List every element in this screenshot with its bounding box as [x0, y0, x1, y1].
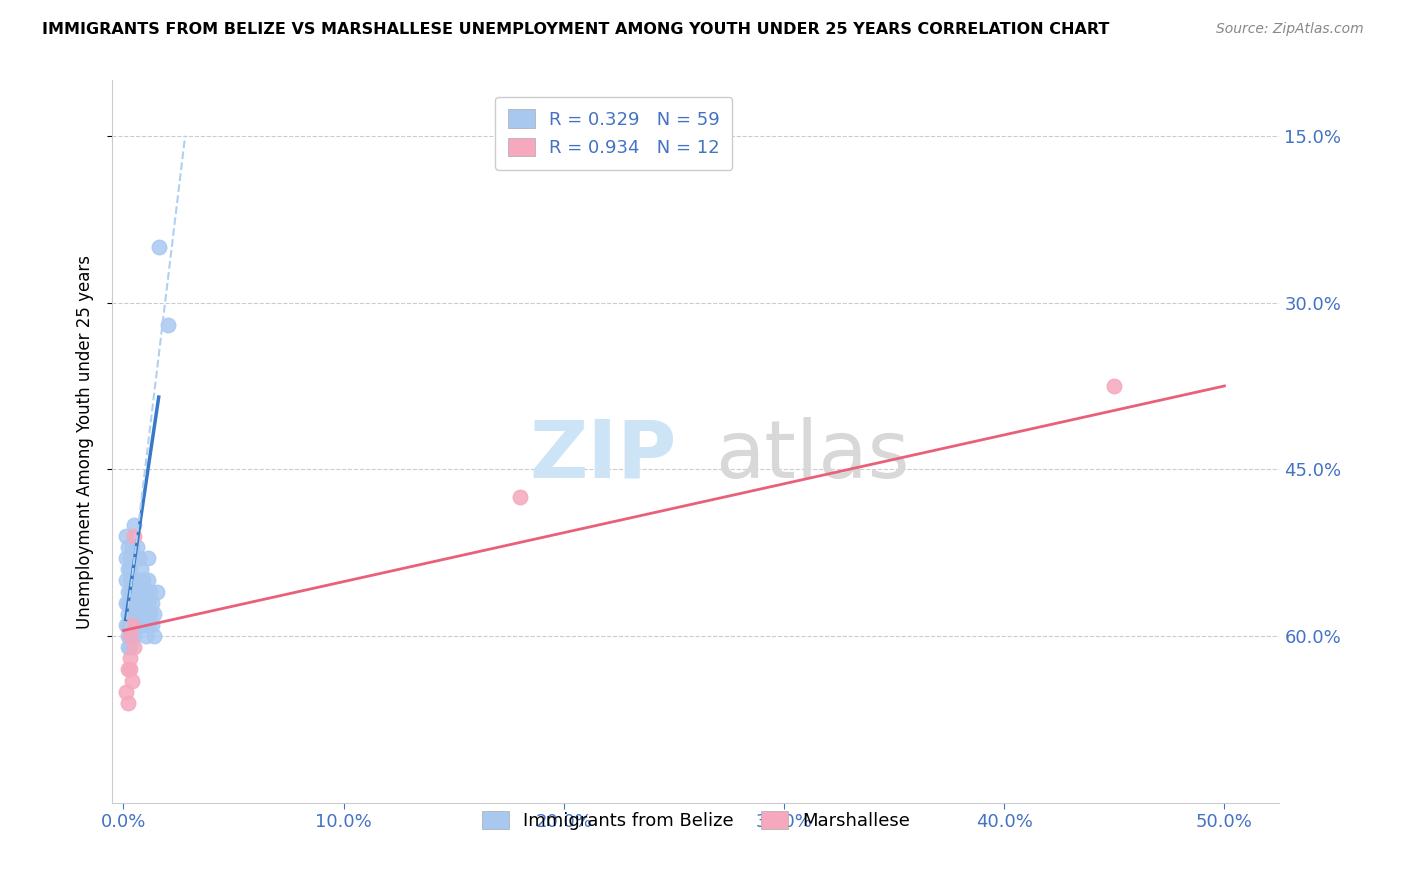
- Legend: Immigrants from Belize, Marshallese: Immigrants from Belize, Marshallese: [474, 804, 918, 837]
- Point: [120, 584, 142, 599]
- Point: [121, 618, 143, 632]
- Point: [117, 662, 139, 676]
- Point: [121, 629, 143, 643]
- Point: [117, 618, 139, 632]
- Point: [124, 551, 146, 566]
- Point: [509, 490, 531, 504]
- Point: [124, 596, 146, 610]
- Point: [125, 618, 148, 632]
- Point: [125, 584, 148, 599]
- Point: [128, 596, 150, 610]
- Point: [129, 584, 152, 599]
- Point: [114, 574, 136, 588]
- Point: [117, 640, 139, 655]
- Point: [121, 618, 143, 632]
- Point: [136, 551, 159, 566]
- Point: [148, 240, 170, 254]
- Point: [120, 640, 142, 655]
- Point: [125, 540, 148, 554]
- Point: [120, 574, 142, 588]
- Point: [134, 607, 156, 621]
- Point: [124, 574, 146, 588]
- Point: [117, 584, 139, 599]
- Point: [117, 540, 139, 554]
- Point: [139, 584, 162, 599]
- Point: [117, 607, 139, 621]
- Point: [134, 629, 156, 643]
- Point: [114, 529, 136, 543]
- Point: [1104, 379, 1126, 393]
- Point: [121, 584, 143, 599]
- Point: [134, 584, 156, 599]
- Point: [145, 584, 167, 599]
- Point: [132, 574, 155, 588]
- Point: [141, 618, 163, 632]
- Point: [117, 596, 139, 610]
- Text: Source: ZipAtlas.com: Source: ZipAtlas.com: [1216, 22, 1364, 37]
- Point: [136, 574, 159, 588]
- Point: [114, 684, 136, 698]
- Point: [120, 551, 142, 566]
- Point: [141, 596, 163, 610]
- Point: [129, 607, 152, 621]
- Point: [143, 607, 166, 621]
- Point: [114, 618, 136, 632]
- Point: [132, 596, 155, 610]
- Point: [121, 607, 143, 621]
- Point: [117, 629, 139, 643]
- Point: [143, 629, 166, 643]
- Point: [120, 618, 142, 632]
- Point: [124, 640, 146, 655]
- Point: [121, 540, 143, 554]
- Point: [124, 529, 146, 543]
- Point: [128, 574, 150, 588]
- Point: [120, 596, 142, 610]
- Text: atlas: atlas: [716, 417, 910, 495]
- Point: [117, 696, 139, 710]
- Point: [124, 517, 146, 532]
- Point: [136, 596, 159, 610]
- Point: [136, 618, 159, 632]
- Y-axis label: Unemployment Among Youth under 25 years: Unemployment Among Youth under 25 years: [76, 254, 94, 629]
- Point: [128, 551, 150, 566]
- Text: IMMIGRANTS FROM BELIZE VS MARSHALLESE UNEMPLOYMENT AMONG YOUTH UNDER 25 YEARS CO: IMMIGRANTS FROM BELIZE VS MARSHALLESE UN…: [42, 22, 1109, 37]
- Point: [129, 562, 152, 576]
- Point: [121, 673, 143, 688]
- Point: [139, 607, 162, 621]
- Point: [120, 562, 142, 576]
- Text: ZIP: ZIP: [529, 417, 676, 495]
- Point: [117, 562, 139, 576]
- Point: [124, 629, 146, 643]
- Point: [114, 551, 136, 566]
- Point: [114, 596, 136, 610]
- Point: [120, 629, 142, 643]
- Point: [120, 651, 142, 665]
- Point: [132, 618, 155, 632]
- Point: [125, 607, 148, 621]
- Point: [156, 318, 179, 332]
- Point: [120, 662, 142, 676]
